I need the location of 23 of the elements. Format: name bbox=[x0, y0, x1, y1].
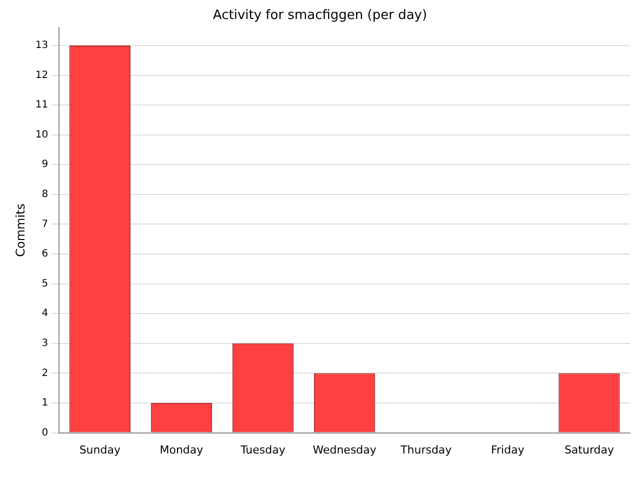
y-tick-label: 1 bbox=[42, 398, 48, 409]
y-tick-label: 6 bbox=[42, 248, 48, 260]
x-tick-label: Friday bbox=[491, 443, 525, 456]
x-tick-label: Thursday bbox=[400, 443, 452, 456]
y-tick-label: 13 bbox=[35, 40, 48, 52]
y-tick-label: 5 bbox=[42, 278, 48, 290]
y-tick-label: 4 bbox=[42, 308, 48, 320]
y-axis-title: Commits bbox=[13, 204, 28, 257]
y-tick-label: 2 bbox=[42, 368, 48, 379]
x-tick-label: Saturday bbox=[564, 443, 614, 456]
x-tick-label: Tuesday bbox=[240, 443, 286, 456]
x-tick-label: Monday bbox=[160, 443, 204, 456]
x-tick-label: Wednesday bbox=[312, 443, 377, 456]
x-tick-label: Sunday bbox=[79, 443, 121, 456]
y-tick-label: 12 bbox=[35, 70, 48, 81]
y-tick-label: 10 bbox=[35, 129, 48, 140]
y-tick-label: 9 bbox=[42, 159, 48, 170]
y-tick-label: 11 bbox=[35, 100, 48, 111]
y-tick-label: 0 bbox=[42, 427, 48, 438]
y-tick-label: 7 bbox=[42, 218, 48, 230]
y-tick-label: 8 bbox=[42, 189, 48, 200]
chart-title: Activity for smacfiggen (per day) bbox=[212, 8, 428, 24]
y-tick-label: 3 bbox=[42, 338, 48, 350]
